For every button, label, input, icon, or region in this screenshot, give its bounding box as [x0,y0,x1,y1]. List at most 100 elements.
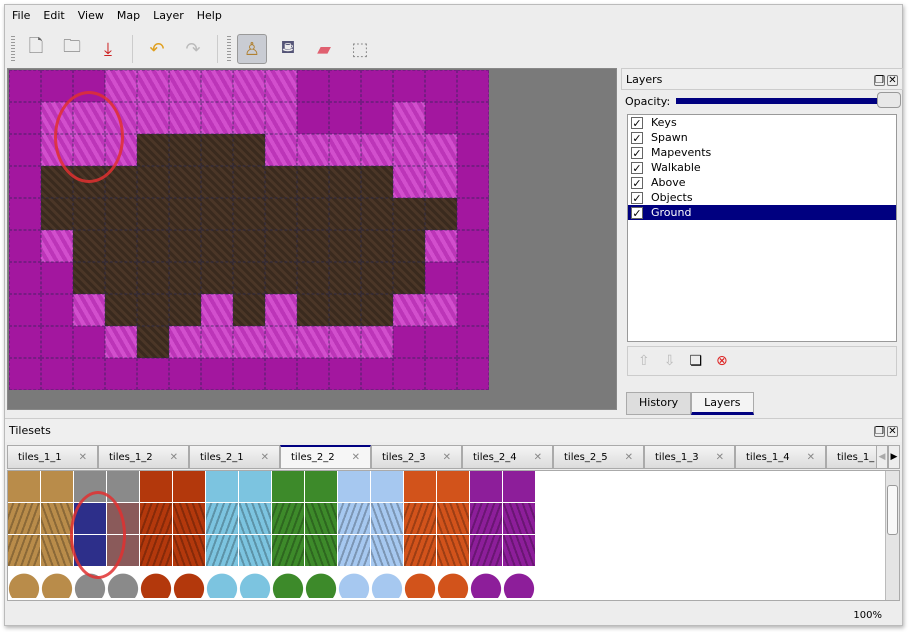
tileset-tab[interactable]: tiles_2_5 ✕ [553,445,644,469]
map-tile[interactable] [9,358,41,390]
close-tab-icon[interactable]: ✕ [351,452,360,463]
map-tile[interactable] [329,198,361,230]
map-tile[interactable] [233,358,265,390]
tileset-tile[interactable] [470,567,503,599]
duplicate-layer-icon[interactable]: ❏ [689,353,703,369]
tileset-tile[interactable] [206,503,239,535]
map-tile[interactable] [201,358,233,390]
map-tile[interactable] [137,358,169,390]
tileset-tile[interactable] [272,535,305,567]
tileset-tile[interactable] [272,503,305,535]
map-tile[interactable] [329,294,361,326]
map-tile[interactable] [297,262,329,294]
tileset-tile[interactable] [41,503,74,535]
layer-item[interactable]: ✓ Ground [628,205,896,220]
map-tile[interactable] [105,358,137,390]
layer-item[interactable]: ✓ Objects [628,190,896,205]
layer-visibility-checkbox[interactable]: ✓ [631,176,643,190]
map-tile[interactable] [233,198,265,230]
map-tile[interactable] [73,294,105,326]
tileset-tile[interactable] [239,503,272,535]
map-tile[interactable] [297,326,329,358]
map-tile[interactable] [329,230,361,262]
map-tile[interactable] [233,230,265,262]
map-tile[interactable] [169,198,201,230]
map-tile[interactable] [169,230,201,262]
new-button[interactable]: 🗋 [21,34,51,64]
map-tile[interactable] [233,166,265,198]
map-view[interactable] [7,68,617,410]
map-tile[interactable] [201,166,233,198]
map-tile[interactable] [425,262,457,294]
map-tile[interactable] [265,326,297,358]
delete-layer-icon[interactable]: ⊗ [716,353,728,369]
map-tile[interactable] [265,134,297,166]
close-icon[interactable]: ✕ [887,426,898,437]
map-tile[interactable] [201,198,233,230]
map-tile[interactable] [265,230,297,262]
tileset-tile[interactable] [8,471,41,503]
layer-item[interactable]: ✓ Above [628,175,896,190]
tileset-tab[interactable]: tiles_2_1 ✕ [189,445,280,469]
layer-visibility-checkbox[interactable]: ✓ [631,191,643,205]
tileset-tile[interactable] [371,567,404,599]
map-tile[interactable] [137,134,169,166]
map-tile[interactable] [265,358,297,390]
map-tile[interactable] [329,102,361,134]
map-tile[interactable] [73,230,105,262]
map-tile[interactable] [201,230,233,262]
opacity-slider-handle[interactable] [877,92,901,108]
tileset-tile[interactable] [173,503,206,535]
map-tile[interactable] [137,262,169,294]
map-tile[interactable] [233,102,265,134]
close-tab-icon[interactable]: ✕ [442,451,451,463]
map-tile[interactable] [361,166,393,198]
redo-button[interactable]: ↷ [178,34,208,64]
map-tile[interactable] [361,198,393,230]
map-tile[interactable] [361,70,393,102]
tileset-tile[interactable] [41,471,74,503]
map-tile[interactable] [137,230,169,262]
map-tile[interactable] [457,166,489,198]
map-tile[interactable] [329,166,361,198]
tileset-tile[interactable] [338,535,371,567]
map-tile[interactable] [297,70,329,102]
tileset-tile[interactable] [173,567,206,599]
map-tile[interactable] [425,326,457,358]
map-tile[interactable] [41,326,73,358]
close-tab-icon[interactable]: ✕ [533,451,542,463]
tileset-tile[interactable] [470,535,503,567]
map-tile[interactable] [9,230,41,262]
tileset-tile[interactable] [8,567,41,599]
layer-visibility-checkbox[interactable]: ✓ [631,206,643,220]
map-tile[interactable] [457,198,489,230]
map-tile[interactable] [361,358,393,390]
layer-visibility-checkbox[interactable]: ✓ [631,146,643,160]
map-tile[interactable] [297,198,329,230]
map-tile[interactable] [137,326,169,358]
map-tile[interactable] [457,230,489,262]
stamp-brush-button[interactable]: ♙ [237,34,267,64]
map-tile[interactable] [137,70,169,102]
map-tile[interactable] [169,262,201,294]
tileset-tile[interactable] [503,503,536,535]
tileset-tile[interactable] [437,503,470,535]
tileset-tile[interactable] [305,567,338,599]
map-tile[interactable] [393,198,425,230]
map-tile[interactable] [73,262,105,294]
map-tile[interactable] [297,134,329,166]
menu-view[interactable]: View [77,9,104,22]
tileset-tile[interactable] [173,471,206,503]
tileset-tile[interactable] [272,471,305,503]
map-tile[interactable] [265,102,297,134]
menu-map[interactable]: Map [116,9,141,22]
map-tile[interactable] [233,70,265,102]
tileset-tile[interactable] [140,535,173,567]
map-tile[interactable] [457,102,489,134]
map-canvas[interactable] [9,70,489,390]
tileset-tile[interactable] [305,535,338,567]
map-tile[interactable] [9,102,41,134]
tileset-tile[interactable] [239,471,272,503]
map-tile[interactable] [41,198,73,230]
tileset-tile[interactable] [437,535,470,567]
